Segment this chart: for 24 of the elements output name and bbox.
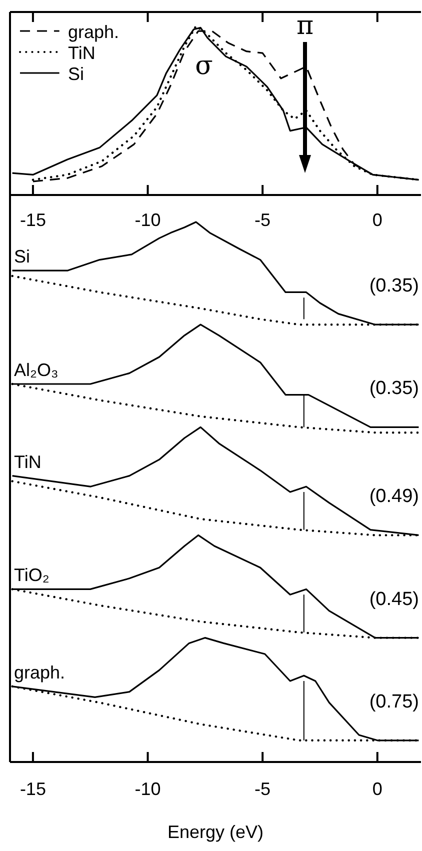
series-label: TiO₂ bbox=[14, 565, 50, 586]
x-tick-label: -5 bbox=[254, 779, 271, 799]
x-tick-label: -10 bbox=[134, 210, 161, 230]
annotation: (0.49) bbox=[369, 486, 419, 508]
annotation: (0.75) bbox=[369, 691, 419, 712]
annotation: (0.35) bbox=[369, 276, 419, 297]
series-label: TiN bbox=[14, 452, 42, 472]
annotation: σ bbox=[195, 51, 213, 81]
x-tick-label: -10 bbox=[134, 779, 161, 799]
series-label: Al₂O₃ bbox=[14, 360, 58, 380]
series-label: Si bbox=[14, 246, 30, 267]
legend-label: Si bbox=[68, 64, 84, 84]
x-tick-label: 0 bbox=[372, 210, 382, 230]
annotation: (0.45) bbox=[369, 588, 419, 610]
annotation: (0.35) bbox=[369, 378, 419, 400]
legend-label: graph. bbox=[68, 22, 120, 42]
x-tick-label: -15 bbox=[20, 779, 46, 799]
x-tick-label: 0 bbox=[372, 779, 382, 799]
annotation: π bbox=[296, 11, 314, 41]
x-tick-label: -5 bbox=[254, 210, 271, 230]
x-tick-label: -15 bbox=[20, 210, 46, 230]
legend-label: TiN bbox=[68, 43, 96, 63]
series-label: graph. bbox=[14, 662, 66, 682]
x-axis-title: Energy (eV) bbox=[167, 822, 264, 842]
